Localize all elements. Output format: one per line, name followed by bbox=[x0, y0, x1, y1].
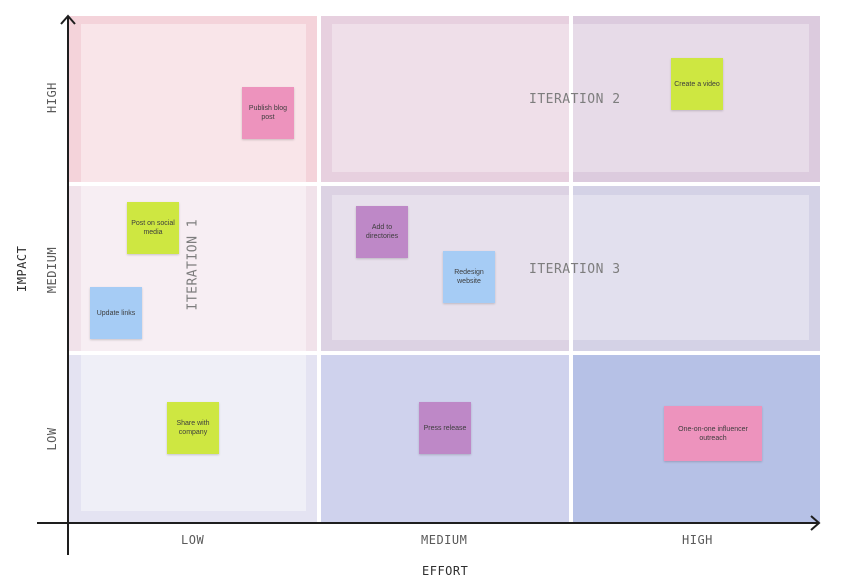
sticky-create-a-video[interactable]: Create a video bbox=[671, 58, 723, 110]
iteration-2-zone bbox=[332, 24, 809, 172]
x-axis-title: EFFORT bbox=[422, 564, 469, 578]
x-tick-low: LOW bbox=[181, 533, 205, 547]
cell-medium-effort-high-impact bbox=[321, 16, 569, 182]
sticky-redesign-website[interactable]: Redesign website bbox=[443, 251, 495, 303]
iteration-3-label: ITERATION 3 bbox=[529, 262, 621, 277]
sticky-share-with-company[interactable]: Share with company bbox=[167, 402, 219, 454]
sticky-post-on-social-media[interactable]: Post on social media bbox=[127, 202, 179, 254]
x-tick-medium: MEDIUM bbox=[421, 533, 468, 547]
iteration-2-label: ITERATION 2 bbox=[529, 92, 621, 107]
sticky-publish-blog-post[interactable]: Publish blog post bbox=[242, 87, 294, 139]
sticky-one-on-one-influencer-outreach[interactable]: One-on-one influencer outreach bbox=[664, 406, 762, 461]
sticky-update-links[interactable]: Update links bbox=[90, 287, 142, 339]
x-tick-high: HIGH bbox=[682, 533, 713, 547]
sticky-add-to-directories[interactable]: Add to directories bbox=[356, 206, 408, 258]
iteration-3-zone bbox=[332, 195, 809, 340]
y-tick-high: HIGH bbox=[45, 82, 59, 113]
y-axis-title: IMPACT bbox=[15, 245, 29, 292]
y-tick-low: LOW bbox=[45, 427, 59, 451]
sticky-press-release[interactable]: Press release bbox=[419, 402, 471, 454]
y-tick-medium: MEDIUM bbox=[45, 246, 59, 294]
cell-high-effort-medium-impact bbox=[573, 186, 820, 351]
